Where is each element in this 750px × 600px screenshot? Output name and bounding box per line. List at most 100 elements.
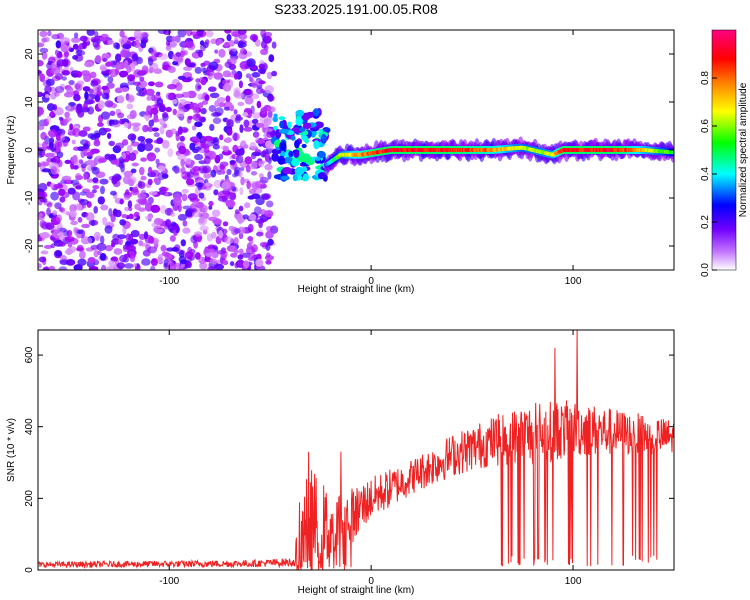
heat-cell — [38, 147, 43, 156]
heat-cell — [55, 250, 63, 257]
y-tick-label: 600 — [24, 346, 35, 363]
heat-cell — [214, 49, 219, 54]
heat-cell — [64, 159, 72, 164]
heat-cell — [248, 188, 256, 195]
heat-cell — [216, 250, 227, 255]
heat-cell — [278, 128, 289, 134]
heat-cell — [264, 128, 273, 133]
heat-cell — [92, 185, 100, 190]
heat-cell — [119, 219, 127, 226]
heat-cell — [48, 265, 56, 270]
heat-cell — [288, 150, 294, 158]
heat-cell — [243, 144, 249, 149]
heat-cell — [111, 241, 116, 248]
heat-cell — [229, 49, 234, 56]
heat-cell — [88, 266, 99, 270]
heat-cell — [209, 92, 220, 99]
heat-cell — [258, 63, 266, 69]
heat-cell — [243, 119, 250, 128]
heat-cell — [208, 200, 214, 207]
heat-cell — [221, 169, 226, 175]
heat-cell — [196, 30, 204, 37]
y-tick-label: -10 — [24, 190, 35, 205]
heat-cell — [79, 199, 89, 206]
heat-cell — [50, 147, 56, 152]
heat-cell — [82, 102, 88, 111]
spectrogram-y-ticks: -20 -10 0 10 20 — [24, 48, 674, 253]
heat-cell — [127, 200, 133, 209]
heat-cell — [50, 110, 55, 117]
heat-cell — [83, 150, 88, 157]
heat-cell — [250, 160, 258, 170]
heat-cell — [229, 191, 237, 201]
heat-cell — [172, 108, 177, 116]
heat-cell — [184, 251, 194, 260]
heat-cell — [234, 36, 239, 44]
heat-cell — [112, 233, 120, 241]
heat-cell — [71, 37, 81, 43]
heat-cell — [271, 152, 279, 162]
heat-cell — [251, 118, 259, 125]
heat-cell — [175, 82, 183, 91]
heat-cell — [301, 143, 307, 149]
spectrogram-x-ticks: -100 0 100 — [159, 30, 582, 287]
heat-cell — [254, 39, 261, 47]
heat-cell — [249, 252, 256, 260]
heat-cell — [199, 204, 208, 213]
heat-cell — [46, 103, 55, 112]
heat-cell — [181, 188, 189, 194]
heat-cell — [317, 172, 327, 180]
heat-cell — [87, 151, 94, 156]
heat-cell — [144, 110, 151, 116]
heat-cell — [76, 103, 83, 112]
heat-cell — [50, 191, 59, 201]
heat-cell — [107, 76, 114, 84]
heat-cell — [48, 129, 58, 138]
heat-cell — [39, 73, 46, 82]
heat-cell — [51, 62, 58, 69]
snr-y-label: SNR (10 * v/v) — [6, 418, 17, 482]
heat-cell — [267, 110, 273, 119]
heat-cell — [82, 126, 91, 132]
heat-cell — [312, 108, 320, 117]
heat-cell — [264, 85, 274, 94]
heat-cell — [90, 219, 96, 226]
heat-cell — [268, 95, 275, 102]
heat-cell — [94, 95, 100, 102]
heat-cell — [258, 80, 266, 85]
heat-cell — [71, 156, 78, 165]
heat-cell — [184, 40, 195, 48]
heat-cell — [71, 73, 79, 78]
heat-cell — [147, 246, 158, 254]
heat-cell — [212, 138, 218, 144]
heat-cell — [140, 175, 147, 181]
heat-cell — [239, 124, 244, 134]
heat-cell — [145, 88, 155, 97]
heat-cell — [224, 236, 233, 245]
heat-cell — [124, 206, 130, 212]
heat-cell — [148, 236, 155, 244]
heat-cell — [198, 216, 205, 224]
y-tick-label: 400 — [24, 418, 35, 435]
heat-cell — [38, 59, 44, 67]
heat-cell — [235, 259, 246, 268]
heat-cell — [105, 61, 112, 67]
heat-cell — [263, 31, 273, 38]
heat-cell — [63, 50, 70, 58]
heat-cell — [255, 139, 266, 144]
heat-cell — [79, 159, 84, 165]
heat-cell — [158, 53, 168, 61]
heat-cell — [280, 175, 290, 181]
heat-cell — [40, 191, 48, 199]
heat-cell — [191, 125, 197, 131]
heat-cell — [167, 66, 176, 73]
heat-cell — [172, 99, 178, 104]
heat-cell — [251, 244, 258, 253]
heat-cell — [133, 40, 141, 48]
heat-cell — [92, 177, 99, 184]
snr-frame — [37, 329, 675, 571]
heat-cell — [131, 162, 139, 167]
heat-cell — [177, 75, 186, 80]
heat-cell — [139, 166, 145, 176]
heat-cell — [265, 230, 274, 239]
